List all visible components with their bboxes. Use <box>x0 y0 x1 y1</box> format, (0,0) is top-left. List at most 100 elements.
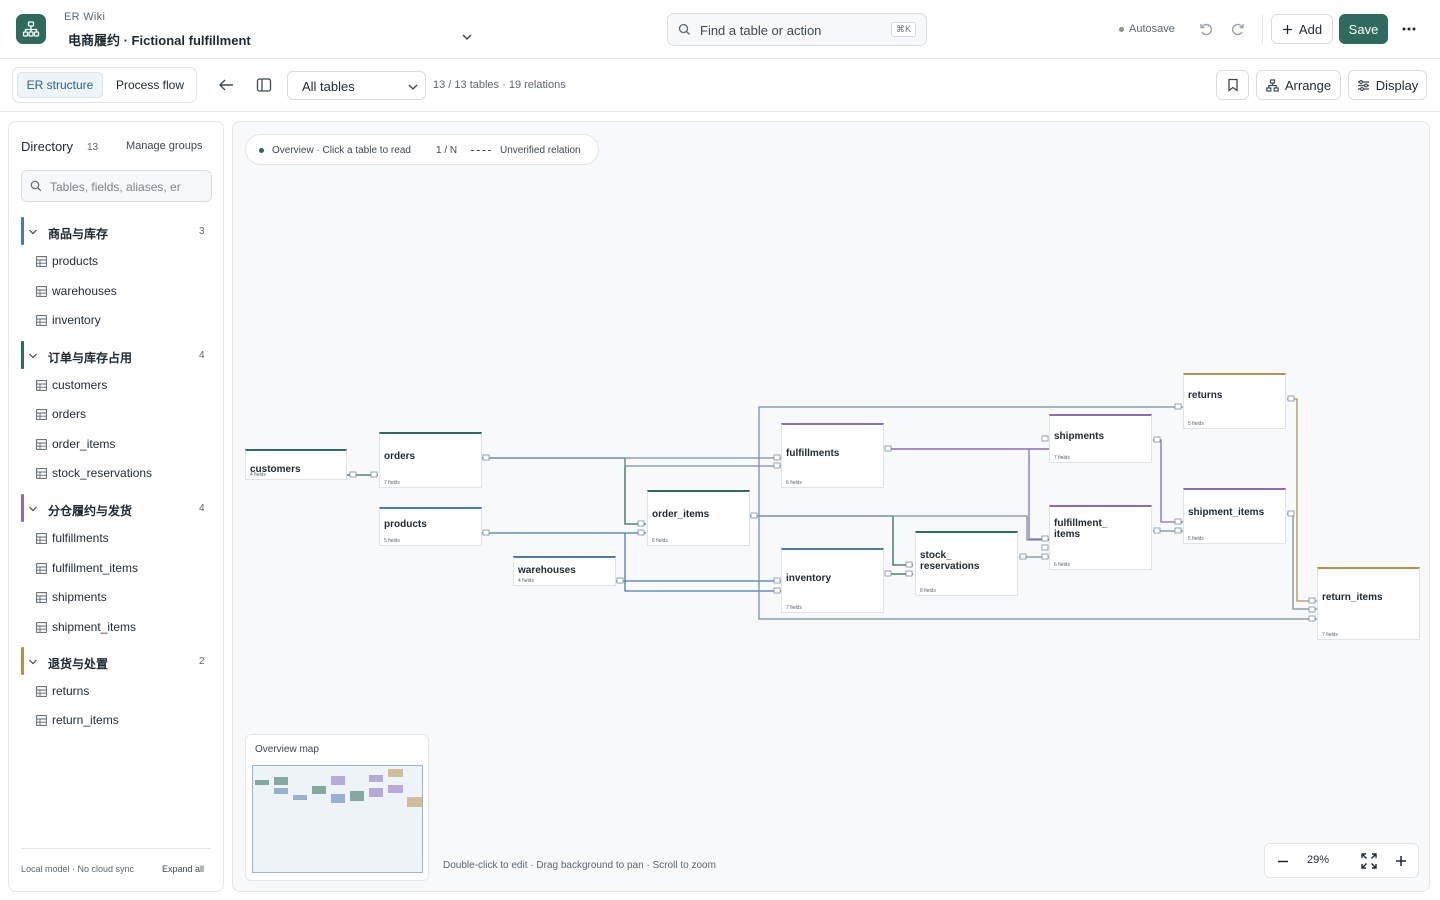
connector-port[interactable] <box>1308 597 1316 604</box>
sidebar-item-customers[interactable]: customers <box>52 378 108 392</box>
connector-port[interactable] <box>1174 527 1182 534</box>
connector-port[interactable] <box>1041 544 1049 551</box>
connector-port[interactable] <box>905 561 913 568</box>
connector-port[interactable] <box>370 471 378 478</box>
chevron-down-icon[interactable] <box>28 657 38 667</box>
connector-port[interactable] <box>482 454 490 461</box>
sidebar-item-orders[interactable]: orders <box>52 407 87 422</box>
connector-port[interactable] <box>1153 436 1161 443</box>
connector-port[interactable] <box>773 462 781 469</box>
connector-port[interactable] <box>773 454 781 461</box>
more-options-icon[interactable] <box>1398 20 1420 38</box>
er-table-stock-reservations[interactable]: stock_ reservations 8 fields <box>915 531 1018 596</box>
er-table-return-items[interactable]: return_items 7 fields <box>1317 567 1420 640</box>
connector-port[interactable] <box>1174 403 1182 410</box>
chevron-down-icon[interactable] <box>28 504 38 514</box>
redo-icon[interactable] <box>1230 21 1246 37</box>
relation-line[interactable] <box>1287 398 1317 602</box>
sidebar-item-order-items[interactable]: order_items <box>52 436 116 451</box>
group-label[interactable]: 商品与库存 <box>48 227 109 241</box>
sidebar-item-returns[interactable]: returns <box>52 684 90 698</box>
er-table-order-items[interactable]: order_items 6 fields <box>647 490 750 546</box>
table-filter-select[interactable]: All tables <box>287 71 426 100</box>
sidebar-item-shipments[interactable]: shipments <box>52 590 107 604</box>
sidebar-item-shipment-items[interactable]: shipment_items <box>52 619 137 634</box>
chevron-down-icon[interactable] <box>28 351 38 361</box>
undo-icon[interactable] <box>1198 21 1214 37</box>
connector-port[interactable] <box>773 577 781 584</box>
overview-map[interactable] <box>252 765 423 873</box>
connector-port[interactable] <box>1287 395 1295 402</box>
er-table-products[interactable]: products 5 fields <box>379 507 482 546</box>
connector-port[interactable] <box>1041 553 1049 560</box>
add-button[interactable]: Add <box>1271 14 1333 44</box>
connector-port[interactable] <box>637 520 645 527</box>
sidebar-item-return-items[interactable]: return_items <box>52 713 119 727</box>
connector-port[interactable] <box>1041 535 1049 542</box>
back-arrow-icon[interactable] <box>218 78 234 92</box>
autosave-label[interactable]: Autosave <box>1129 23 1175 35</box>
app-logo-icon[interactable] <box>16 14 46 44</box>
er-table-shipment-items[interactable]: shipment_items 5 fields <box>1183 488 1286 544</box>
connector-port[interactable] <box>482 529 490 536</box>
tab-process-flow[interactable]: Process flow <box>115 78 185 92</box>
group-label[interactable]: 分仓履约与发货 <box>48 504 133 518</box>
connector-port[interactable] <box>884 445 892 452</box>
save-button[interactable]: Save <box>1339 14 1388 44</box>
sidebar-item-warehouses[interactable]: warehouses <box>52 283 117 298</box>
connector-port[interactable] <box>637 529 645 536</box>
er-table-fulfillment-items[interactable]: fulfillment_ items 6 fields <box>1049 505 1152 570</box>
connector-port[interactable] <box>1174 518 1182 525</box>
fit-to-screen-icon[interactable] <box>1360 852 1378 870</box>
connector-port[interactable] <box>1019 553 1027 560</box>
connector-port[interactable] <box>1308 606 1316 613</box>
sidebar-item-products[interactable]: products <box>52 254 99 268</box>
connector-port[interactable] <box>1308 615 1316 622</box>
arrange-button[interactable]: Arrange <box>1256 70 1341 100</box>
er-table-customers[interactable]: customers 4 fields <box>245 449 347 480</box>
er-table-shipments[interactable]: shipments 7 fields <box>1049 414 1152 463</box>
tab-er-structure[interactable]: ER structure <box>17 72 103 98</box>
chevron-down-icon[interactable] <box>460 30 474 44</box>
relation-line[interactable] <box>624 458 781 467</box>
relation-line[interactable] <box>750 515 1049 541</box>
connector-port[interactable] <box>349 471 357 478</box>
group-label[interactable]: 退货与处置 <box>48 657 109 671</box>
er-table-fulfillments[interactable]: fulfillments 6 fields <box>781 423 884 488</box>
connector-port[interactable] <box>1153 527 1161 534</box>
relation-line[interactable] <box>1028 449 1049 540</box>
connector-port[interactable] <box>750 512 758 519</box>
relation-line[interactable] <box>758 406 1183 617</box>
connector-port[interactable] <box>773 587 781 594</box>
directory-search-input[interactable]: Tables, fields, aliases, er <box>21 170 212 202</box>
connector-port[interactable] <box>1287 510 1295 517</box>
chevron-down-icon[interactable] <box>28 227 38 237</box>
global-search-input[interactable]: Find a table or action ⌘K <box>667 13 927 46</box>
relation-line[interactable] <box>758 617 1317 620</box>
connector-port[interactable] <box>616 577 624 584</box>
connector-port[interactable] <box>884 570 892 577</box>
zoom-out-icon[interactable] <box>1275 853 1291 869</box>
sidebar-item-stock-reservations[interactable]: stock_reservations <box>52 465 153 480</box>
er-table-inventory[interactable]: inventory 7 fields <box>781 548 884 613</box>
connector-port[interactable] <box>1041 435 1049 442</box>
expand-all-link[interactable]: Expand all <box>162 864 205 874</box>
er-canvas[interactable]: Overview · Click a table to read 1 / N U… <box>232 121 1430 892</box>
project-name[interactable]: 电商履约 · Fictional fulfillment <box>68 33 251 48</box>
sidebar-item-fulfillments[interactable]: fulfillments <box>52 531 109 545</box>
er-table-orders[interactable]: orders 7 fields <box>379 432 482 488</box>
relation-line[interactable] <box>624 533 781 592</box>
sidebar-item-inventory[interactable]: inventory <box>52 313 101 327</box>
relation-line[interactable] <box>1153 439 1183 523</box>
group-label[interactable]: 订单与库存占用 <box>48 351 133 365</box>
er-table-returns[interactable]: returns 5 fields <box>1183 373 1286 429</box>
manage-groups-link[interactable]: Manage groups <box>126 140 203 152</box>
er-table-warehouses[interactable]: warehouses 4 fields <box>513 556 616 586</box>
connector-port[interactable] <box>905 570 913 577</box>
sidebar-item-fulfillment-items[interactable]: fulfillment_items <box>52 560 139 575</box>
relation-line[interactable] <box>482 457 646 525</box>
relation-line[interactable] <box>1287 513 1317 610</box>
display-button[interactable]: Display <box>1348 70 1427 100</box>
toggle-sidebar-icon[interactable] <box>256 77 272 93</box>
bookmark-button[interactable] <box>1216 70 1249 100</box>
